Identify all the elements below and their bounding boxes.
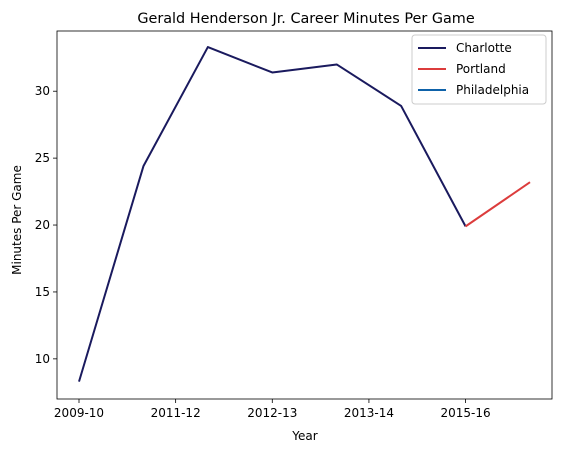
plot-area: 2009-10 2011-12 2012-13 2013-14 2015-16 10 15… [35,30,553,420]
y-axis-label: Minutes Per Game [10,165,24,275]
x-axis-ticks: 2009-10 2011-12 2012-13 2013-14 2015-16 [54,399,491,420]
x-tick-label: 2012-13 [247,406,297,420]
x-tick-label: 2013-14 [344,406,394,420]
plot-frame [56,30,553,400]
y-tick-label: 15 [35,285,50,299]
series-layer [78,46,531,382]
legend-label-charlotte: Charlotte [456,41,512,55]
chart-title: Gerald Henderson Jr. Career Minutes Per … [137,11,475,27]
y-tick-label: 20 [35,218,50,232]
y-tick-label: 25 [35,151,50,165]
x-tick-label: 2011-12 [151,406,201,420]
x-tick-label: 2015-16 [441,406,491,420]
x-tick-label: 2009-10 [54,406,104,420]
y-tick-label: 10 [35,352,50,366]
legend-label-philadelphia: Philadelphia [456,83,529,97]
series-line-charlotte [78,46,467,382]
y-tick-label: 30 [35,84,50,98]
x-axis-label: Year [291,429,317,443]
legend-box [411,34,547,105]
series-line-portland [465,181,531,228]
legend-items: Charlotte Portland Philadelphia [418,41,529,97]
legend-label-portland: Portland [456,62,506,76]
legend: Charlotte Portland Philadelphia [411,34,547,105]
y-axis-ticks: 10 15 20 25 30 [35,84,57,366]
